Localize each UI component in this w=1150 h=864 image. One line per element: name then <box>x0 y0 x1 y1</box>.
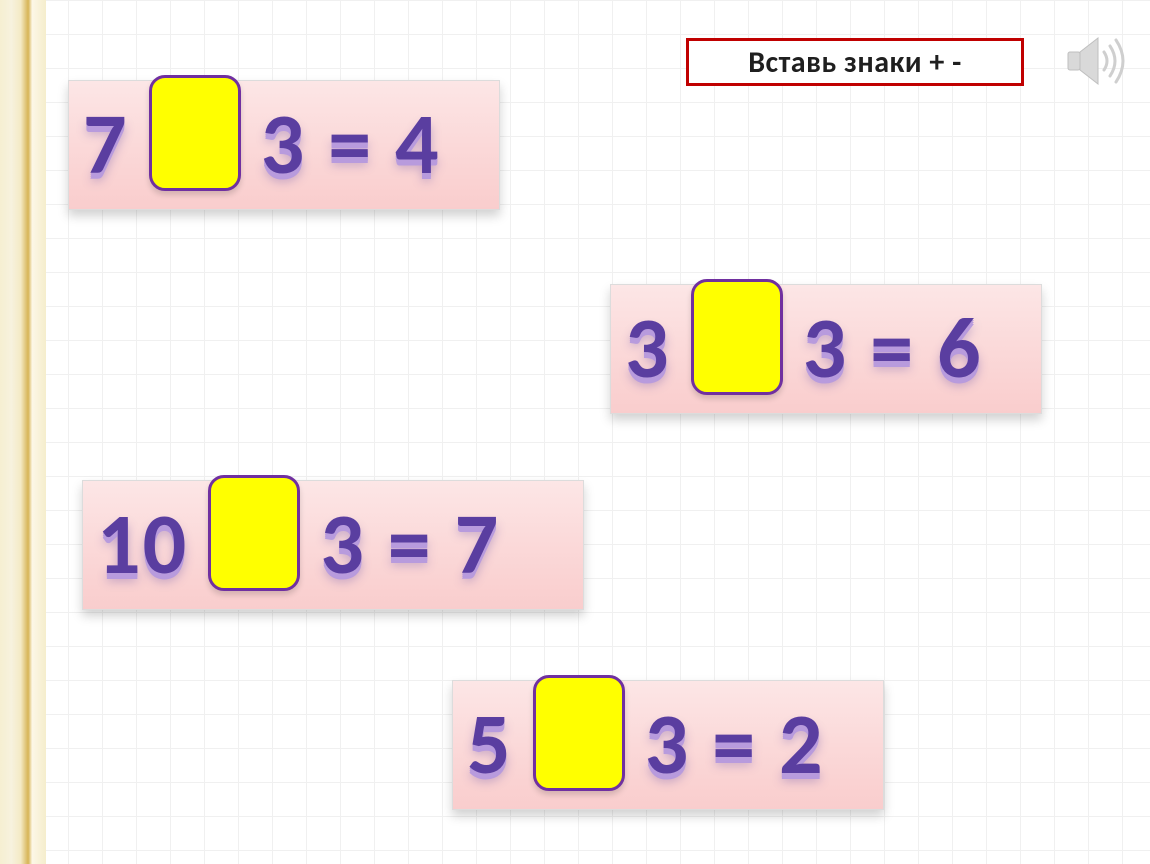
sign-input[interactable] <box>533 675 625 791</box>
operand-right: 3 <box>320 502 366 588</box>
operand-right: 3 <box>803 306 849 392</box>
equals-sign: = <box>712 702 757 788</box>
equals-sign: = <box>870 306 915 392</box>
sign-input[interactable] <box>691 279 783 395</box>
sign-input[interactable] <box>149 75 241 191</box>
equals-sign: = <box>328 102 373 188</box>
result: 4 <box>395 102 441 188</box>
sign-input[interactable] <box>208 475 300 591</box>
operand-right: 3 <box>261 102 307 188</box>
operand-left: 3 <box>625 306 671 392</box>
instruction-text: Вставь знаки + - <box>748 44 962 81</box>
equation-card: 3 3 = 6 <box>610 284 1042 414</box>
result: 2 <box>779 702 825 788</box>
equation-card: 5 3 = 2 <box>452 680 884 810</box>
equals-sign: = <box>388 502 433 588</box>
operand-left: 5 <box>467 702 513 788</box>
decorative-left-band <box>0 0 46 864</box>
operand-left: 7 <box>83 102 129 188</box>
slide: Вставь знаки + - 7 3 = 4 3 <box>0 0 1150 864</box>
operand-left: 10 <box>97 502 188 588</box>
equation-card: 10 3 = 7 <box>82 480 584 610</box>
result: 6 <box>937 306 983 392</box>
instruction-box: Вставь знаки + - <box>686 38 1024 86</box>
equation-card: 7 3 = 4 <box>68 80 500 210</box>
operand-right: 3 <box>645 702 691 788</box>
result: 7 <box>455 502 501 588</box>
speaker-icon[interactable] <box>1064 34 1126 93</box>
